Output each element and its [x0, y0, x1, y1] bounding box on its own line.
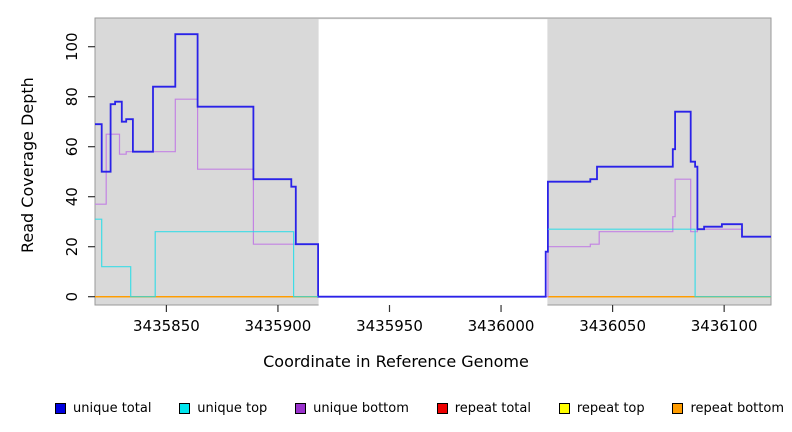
- legend-item-repeat-bottom: repeat bottom: [672, 401, 784, 416]
- x-axis-tick-label: 3436050: [579, 317, 646, 335]
- y-axis-tick-label: 20: [63, 237, 81, 256]
- series-line-unique-top: [95, 218, 319, 298]
- region-white-gap: [318, 19, 548, 309]
- legend-item-repeat-top: repeat top: [558, 401, 645, 416]
- y-axis-tick-label: 40: [63, 187, 81, 206]
- legend-label-repeat-total: repeat total: [454, 401, 531, 416]
- series-line-unique-bottom: [95, 98, 771, 298]
- legend-swatch-unique-top: [179, 403, 191, 414]
- x-axis-title: Coordinate in Reference Genome: [263, 352, 529, 371]
- legend-item-unique-bottom: unique bottom: [295, 401, 409, 416]
- legend-item-repeat-total: repeat total: [436, 401, 531, 416]
- x-axis-tick-label: 3435850: [133, 317, 200, 335]
- region-shaded-left: [95, 18, 318, 305]
- legend-swatch-repeat-total: [436, 403, 448, 414]
- series-line-unique-top: [547, 228, 771, 298]
- legend-item-unique-top: unique top: [179, 401, 267, 416]
- legend-item-unique-total: unique total: [55, 401, 151, 416]
- legend-label-unique-total: unique total: [73, 401, 152, 416]
- legend-label-repeat-bottom: repeat bottom: [690, 401, 784, 416]
- region-shaded-right: [548, 18, 771, 305]
- x-axis-tick-label: 3436100: [691, 317, 758, 335]
- y-axis-tick-label: 0: [63, 292, 81, 302]
- legend-label-repeat-top: repeat top: [576, 401, 645, 416]
- y-axis-tick-label: 100: [63, 32, 81, 61]
- y-axis-tick-label: 80: [63, 87, 81, 106]
- legend-label-unique-top: unique top: [197, 401, 268, 416]
- x-axis-tick-label: 3435950: [356, 317, 423, 335]
- coverage-plot: 3435850 3435900 3435950 3436000 3436050 34361…: [63, 17, 772, 335]
- legend: unique total unique top unique bottom repea…: [55, 401, 784, 416]
- y-axis-tick-label: 60: [63, 137, 81, 156]
- x-axis-tick-label: 3436000: [468, 317, 535, 335]
- y-axis-title: Read Coverage Depth: [18, 77, 37, 253]
- legend-swatch-repeat-top: [558, 403, 570, 414]
- x-axis-tick-label: 3435900: [245, 317, 312, 335]
- legend-swatch-unique-bottom: [295, 403, 307, 414]
- legend-swatch-unique-total: [55, 403, 66, 414]
- series-line-unique-total: [95, 33, 771, 298]
- legend-label-unique-bottom: unique bottom: [313, 401, 409, 416]
- legend-swatch-repeat-bottom: [672, 403, 684, 414]
